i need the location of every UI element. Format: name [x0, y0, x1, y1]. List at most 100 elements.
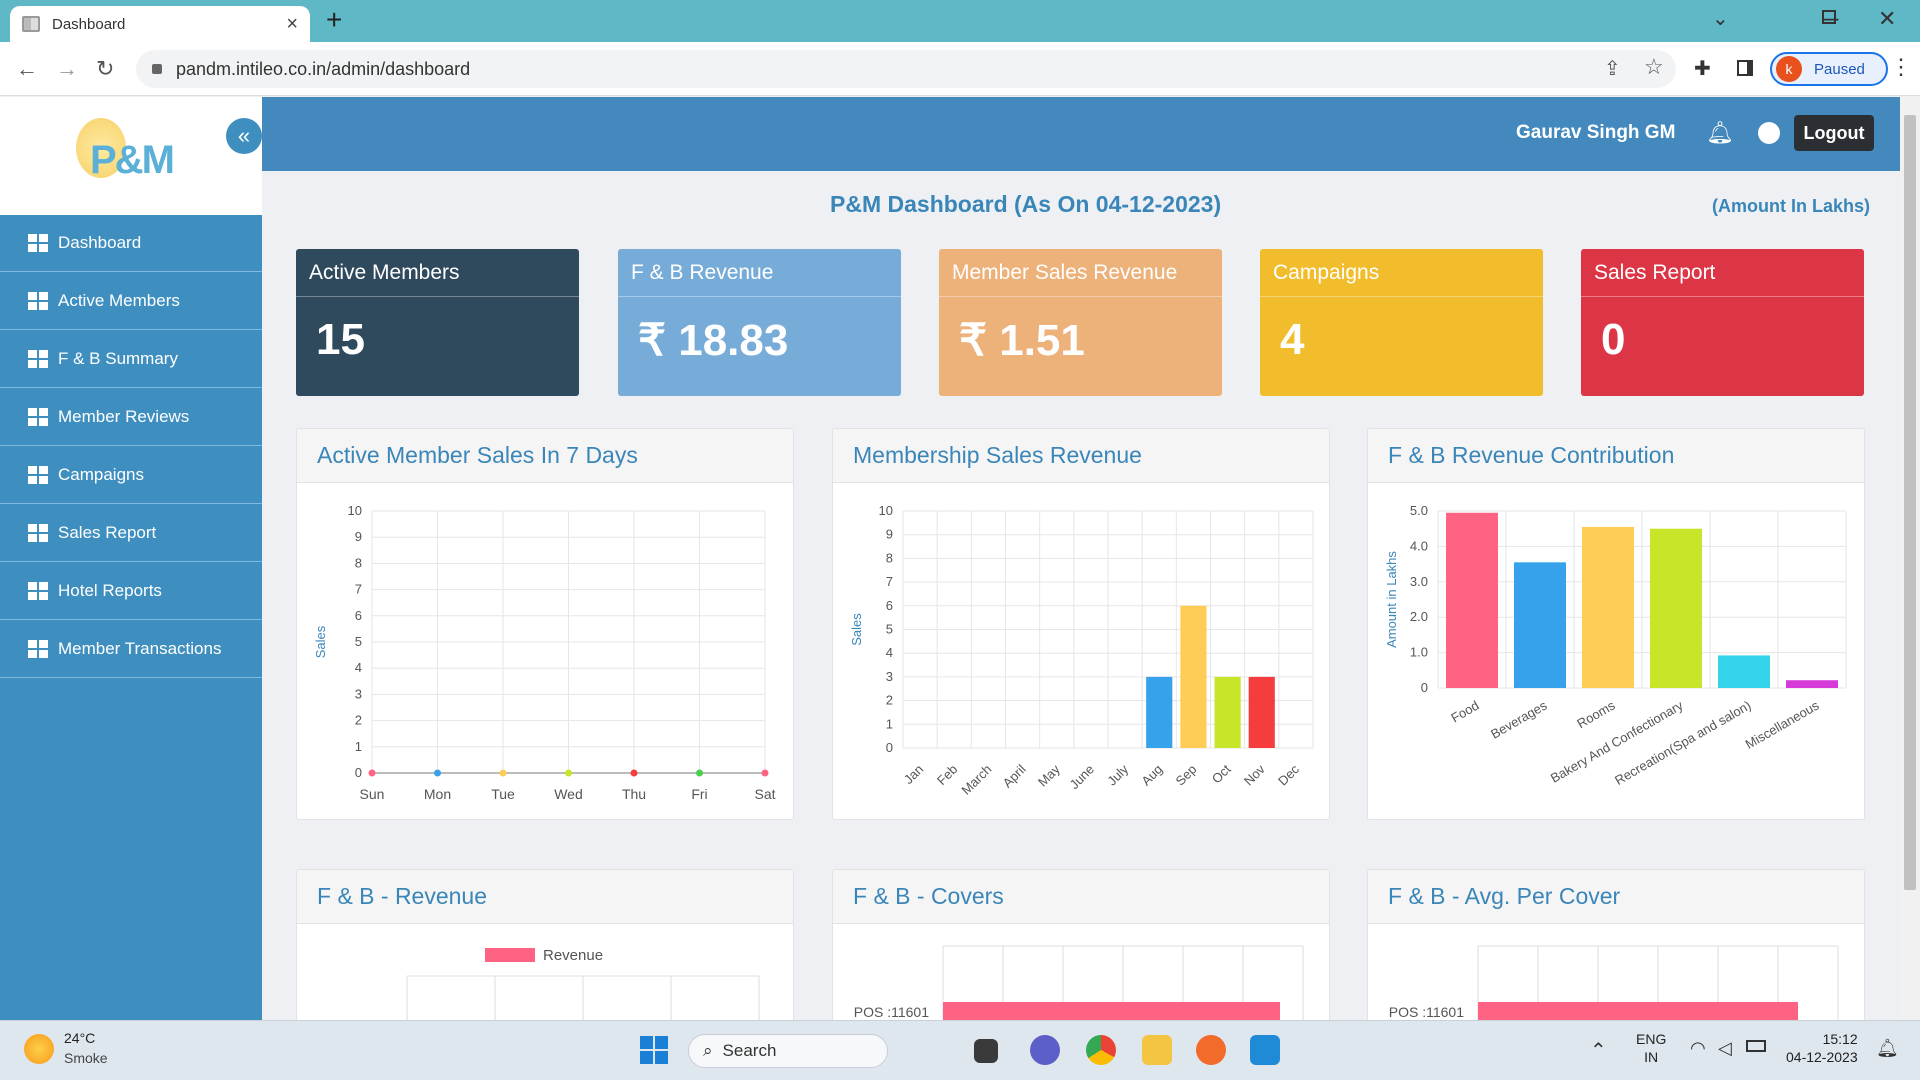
- y-tick-label: 3: [886, 669, 893, 684]
- x-tick-label: Fri: [691, 786, 707, 802]
- grid-icon: [28, 292, 48, 310]
- kpi-card-fb-revenue[interactable]: F & B Revenue ₹ 18.83: [618, 249, 901, 396]
- sidebar-item-member-transactions[interactable]: Member Transactions: [0, 621, 262, 678]
- wifi-icon[interactable]: ◠: [1690, 1038, 1706, 1058]
- back-icon[interactable]: ←: [16, 56, 38, 81]
- sidebar-item-label: Member Transactions: [58, 639, 222, 658]
- close-window-icon[interactable]: ✕: [1878, 6, 1897, 31]
- close-tab-icon[interactable]: ×: [286, 12, 298, 35]
- legend-label: Revenue: [543, 947, 603, 964]
- y-tick-label: 5: [355, 634, 362, 649]
- kpi-card-active-members[interactable]: Active Members 15: [296, 249, 579, 396]
- bar: [1248, 676, 1275, 748]
- sidebar-item-active-members[interactable]: Active Members: [0, 273, 262, 330]
- notifications-icon[interactable]: 🔔︎: [1876, 1038, 1899, 1058]
- kpi-label: Active Members: [296, 249, 579, 297]
- weather-temperature[interactable]: 24°C: [64, 1030, 96, 1046]
- browser-tab[interactable]: Dashboard ×: [10, 6, 310, 42]
- sidebar-item-campaigns[interactable]: Campaigns: [0, 447, 262, 504]
- postman-icon[interactable]: [1196, 1035, 1226, 1065]
- clock-date: 04-12-2023: [1786, 1049, 1858, 1065]
- forward-icon[interactable]: →: [56, 56, 78, 81]
- profile-button[interactable]: k Paused: [1770, 52, 1888, 86]
- data-point: [696, 769, 703, 777]
- y-tick-label: 9: [355, 529, 362, 544]
- user-circle-icon[interactable]: [1758, 122, 1780, 144]
- sidebar-item-label: Sales Report: [58, 523, 157, 542]
- task-view-icon[interactable]: [974, 1039, 998, 1063]
- y-tick-label: 3: [355, 686, 362, 701]
- url-text: pandm.intileo.co.in/admin/dashboard: [176, 58, 471, 79]
- battery-icon[interactable]: [1746, 1040, 1766, 1052]
- file-explorer-icon[interactable]: [1142, 1035, 1172, 1065]
- y-tick-label: 8: [355, 555, 362, 570]
- kpi-label: Sales Report: [1581, 249, 1864, 297]
- x-tick-label: Miscellaneous: [1743, 697, 1822, 751]
- language-indicator[interactable]: ENG IN: [1636, 1030, 1666, 1066]
- bell-icon[interactable]: 🔔︎: [1706, 120, 1734, 145]
- y-tick-label: 4.0: [1410, 538, 1428, 553]
- sidebar-item-dashboard[interactable]: Dashboard: [0, 215, 262, 272]
- page-scrollbar[interactable]: [1900, 97, 1920, 1020]
- url-field[interactable]: pandm.intileo.co.in/admin/dashboard: [136, 50, 1676, 88]
- profile-status: Paused: [1814, 60, 1865, 78]
- new-tab-icon[interactable]: +: [326, 4, 343, 35]
- kpi-value: 15: [316, 315, 365, 364]
- grid-icon: [28, 582, 48, 600]
- bar: [1650, 528, 1702, 688]
- sidebar-item-label: Campaigns: [58, 465, 144, 484]
- sidebar-item-sales-report[interactable]: Sales Report: [0, 505, 262, 562]
- sidebar-item-fb-summary[interactable]: F & B Summary: [0, 331, 262, 388]
- side-panel-icon[interactable]: [1737, 60, 1753, 76]
- kpi-card-sales-report[interactable]: Sales Report 0: [1581, 249, 1864, 396]
- taskbar-search[interactable]: ⌕ Search: [688, 1034, 888, 1068]
- panel-title: F & B - Avg. Per Cover: [1368, 870, 1864, 924]
- y-tick-label: 5: [886, 622, 893, 637]
- x-tick-label: Jan: [901, 762, 926, 787]
- y-tick-label: 6: [886, 598, 893, 613]
- weather-condition[interactable]: Smoke: [64, 1050, 108, 1066]
- x-tick-label: June: [1066, 762, 1097, 793]
- y-tick-label: 2: [886, 693, 893, 708]
- x-tick-label: Thu: [622, 786, 646, 802]
- logout-button[interactable]: Logout: [1794, 115, 1874, 151]
- weather-icon[interactable]: [24, 1034, 54, 1064]
- kpi-card-campaigns[interactable]: Campaigns 4: [1260, 249, 1543, 396]
- sidebar-item-label: F & B Summary: [58, 349, 178, 368]
- y-tick-label: 7: [886, 574, 893, 589]
- tray-overflow-icon[interactable]: ⌃: [1590, 1040, 1607, 1062]
- y-tick-label: 1.0: [1410, 645, 1428, 660]
- reload-icon[interactable]: ↻: [96, 56, 115, 81]
- y-tick-label: 0: [1421, 680, 1428, 695]
- sidebar-item-hotel-reports[interactable]: Hotel Reports: [0, 563, 262, 620]
- kpi-card-member-sales-revenue[interactable]: Member Sales Revenue ₹ 1.51: [939, 249, 1222, 396]
- x-tick-label: Tue: [491, 786, 515, 802]
- bookmark-star-icon[interactable]: ☆: [1644, 54, 1664, 79]
- windows-start-icon[interactable]: [640, 1036, 668, 1064]
- volume-icon[interactable]: ◁: [1718, 1038, 1732, 1058]
- grid-icon: [28, 640, 48, 658]
- bar: [1514, 562, 1566, 688]
- share-icon[interactable]: ⇪: [1604, 58, 1621, 80]
- fb-contribution-chart: 0 1.0 2.0 3.0 4.0 5.0 Amount in Lakhs Food Bever…: [1384, 503, 1847, 788]
- lang-line1: ENG: [1636, 1031, 1667, 1047]
- user-name: Gaurav Singh GM: [1516, 122, 1676, 143]
- restore-icon[interactable]: [1822, 10, 1836, 24]
- chrome-icon[interactable]: [1086, 1035, 1116, 1065]
- x-tick-label: April: [1000, 761, 1029, 790]
- scrollbar-thumb[interactable]: [1904, 115, 1916, 890]
- taskbar: [0, 1020, 1920, 1080]
- extensions-icon[interactable]: ✚: [1694, 58, 1711, 80]
- browser-menu-icon[interactable]: ⋮: [1890, 54, 1912, 79]
- minimize-icon[interactable]: –: [1824, 2, 1839, 32]
- sidebar-item-member-reviews[interactable]: Member Reviews: [0, 389, 262, 446]
- collapse-sidebar-button[interactable]: «: [226, 118, 262, 154]
- clock[interactable]: 15:12 04-12-2023: [1786, 1030, 1858, 1066]
- grid-icon: [28, 350, 48, 368]
- y-tick-label: 2: [355, 713, 362, 728]
- vscode-icon[interactable]: [1250, 1035, 1280, 1065]
- data-point: [565, 769, 572, 777]
- x-tick-label: Dec: [1275, 761, 1302, 788]
- tab-search-icon[interactable]: ⌄: [1712, 8, 1729, 30]
- teams-icon[interactable]: [1030, 1035, 1060, 1065]
